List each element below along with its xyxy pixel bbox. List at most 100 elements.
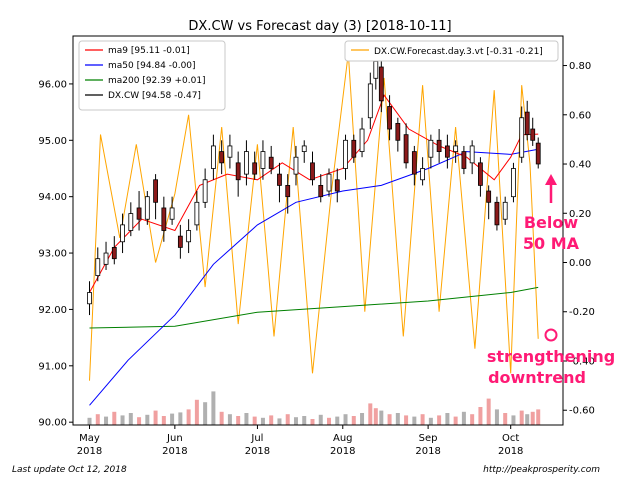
volume-bar xyxy=(178,412,183,425)
candle-body xyxy=(120,224,125,243)
candle-body xyxy=(285,184,291,198)
volume-bar xyxy=(503,413,508,425)
candle-body xyxy=(260,151,266,169)
candle-body xyxy=(244,151,249,175)
chart-title: DX.CW vs Forecast day (3) [2018-10-11] xyxy=(188,19,451,34)
legend-left-label: ma50 [94.84 -0.00] xyxy=(108,61,196,71)
candle-body xyxy=(310,162,315,181)
volume-bar xyxy=(277,418,282,425)
candle-body xyxy=(277,173,282,186)
annotation-below-50ma: Below 50 MA xyxy=(523,213,580,253)
y-right-tick-label: -0.40 xyxy=(569,356,595,367)
candle-body xyxy=(511,168,516,198)
candle-body xyxy=(161,207,167,231)
legend-right-label: DX.CW.Forecast.day.3.vt [-0.31 -0.21] xyxy=(374,47,543,57)
volume-bar xyxy=(244,413,249,425)
y-right-tick-label: 0.40 xyxy=(569,160,591,171)
candle-body xyxy=(502,201,508,220)
candle-body xyxy=(469,145,475,164)
candle-body xyxy=(343,139,348,169)
x-tick-label: Aug 2018 xyxy=(330,433,355,457)
candle-body xyxy=(367,83,373,119)
footer-url: http://peakprosperity.com xyxy=(483,465,600,475)
candle-body xyxy=(494,201,500,226)
volume-bar xyxy=(519,410,524,425)
candle-body xyxy=(428,139,434,158)
y-right-tick-label: 0.20 xyxy=(569,209,591,220)
volume-bar xyxy=(194,399,199,425)
volume-bar xyxy=(379,410,384,425)
volume-bar xyxy=(453,416,458,425)
annotation-strengthening-downtrend: strengthening downtrend xyxy=(487,347,615,387)
y-left-tick-label: 96.00 xyxy=(38,79,67,90)
volume-bar xyxy=(461,411,466,425)
x-tick-label: Jun 2018 xyxy=(162,433,187,457)
y-right-tick-label: 0.80 xyxy=(569,61,591,72)
volume-bar xyxy=(310,419,315,425)
y-left-tick-label: 95.00 xyxy=(38,136,67,147)
candle-body xyxy=(530,128,536,141)
volume-bar xyxy=(343,414,348,425)
volume-bar xyxy=(170,413,175,425)
volume-bar xyxy=(186,409,191,425)
volume-bar xyxy=(161,416,166,425)
volume-bar xyxy=(327,417,332,425)
candle-body xyxy=(169,207,175,220)
volume-bar xyxy=(318,414,323,425)
volume-bar xyxy=(260,417,265,425)
y-left-tick-label: 94.00 xyxy=(38,192,67,203)
volume-bar xyxy=(285,414,290,425)
volume-bar xyxy=(428,417,433,425)
annotation-arrowhead xyxy=(545,174,557,185)
x-tick-label: Jul 2018 xyxy=(245,433,270,457)
legend-right: DX.CW.Forecast.day.3.vt [-0.31 -0.21] xyxy=(344,40,559,62)
volume-bar xyxy=(95,414,100,425)
candle-body xyxy=(334,179,340,192)
volume-bar xyxy=(351,416,356,425)
candle-body xyxy=(293,156,299,175)
volume-bar xyxy=(395,413,400,425)
candle-body xyxy=(111,247,117,260)
volume-bar xyxy=(269,415,274,425)
candle-body xyxy=(461,151,467,169)
volume-bar xyxy=(227,414,232,425)
candle-body xyxy=(128,213,134,231)
candle-body xyxy=(444,145,450,158)
candle-body xyxy=(301,145,307,152)
volume-bar xyxy=(104,416,109,425)
annotation-circle xyxy=(544,328,558,342)
volume-bar xyxy=(478,407,483,425)
ma9-line xyxy=(89,94,539,293)
candle-body xyxy=(268,156,274,169)
candle-body xyxy=(519,117,525,158)
volume-bar xyxy=(236,416,241,425)
volume-bar xyxy=(530,411,535,425)
legend-left-label: ma9 [95.11 -0.01] xyxy=(108,46,190,56)
y-right-tick-label: 0.60 xyxy=(569,110,591,121)
legend-left-label: ma200 [92.39 +0.01] xyxy=(108,76,206,86)
y-left-tick-label: 91.00 xyxy=(38,361,67,372)
volume-bar xyxy=(494,409,499,425)
candle-body xyxy=(219,151,225,164)
volume-bar xyxy=(302,416,307,425)
y-right-tick-label: -0.20 xyxy=(569,307,595,318)
x-tick-label: May 2018 xyxy=(77,433,102,457)
volume-bar xyxy=(387,414,392,425)
volume-bar xyxy=(360,413,365,425)
legend-left-label: DX.CW [94.58 -0.47] xyxy=(108,91,201,101)
volume-bar xyxy=(335,416,340,425)
candle-body xyxy=(103,252,109,265)
volume-bar xyxy=(536,409,541,425)
volume-bar xyxy=(525,414,530,425)
volume-bar xyxy=(120,415,125,425)
volume-bar xyxy=(445,413,450,425)
candle-body xyxy=(318,184,324,198)
volume-bar xyxy=(87,417,92,425)
candle-body xyxy=(144,196,150,220)
volume-bar xyxy=(145,414,150,425)
volume-bar xyxy=(211,391,216,425)
y-left-tick-label: 92.00 xyxy=(38,305,67,316)
volume-bar xyxy=(112,411,117,425)
candle-body xyxy=(395,122,401,141)
